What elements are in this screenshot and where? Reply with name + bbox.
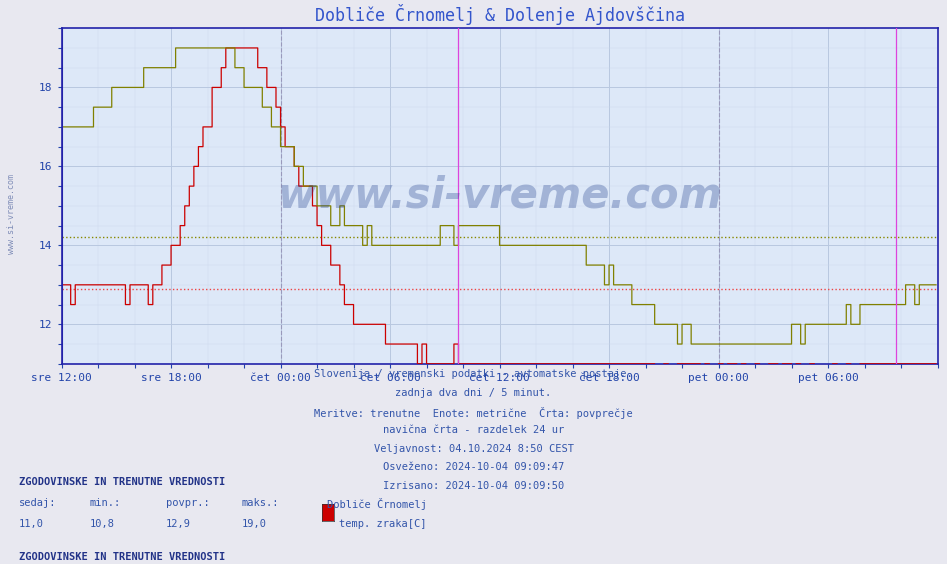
Text: 12,9: 12,9 — [166, 519, 190, 530]
Text: 11,0: 11,0 — [19, 519, 44, 530]
Text: povpr.:: povpr.: — [166, 498, 209, 508]
Text: Izrisano: 2024-10-04 09:09:50: Izrisano: 2024-10-04 09:09:50 — [383, 481, 564, 491]
Text: ZGODOVINSKE IN TRENUTNE VREDNOSTI: ZGODOVINSKE IN TRENUTNE VREDNOSTI — [19, 477, 225, 487]
Text: Veljavnost: 04.10.2024 8:50 CEST: Veljavnost: 04.10.2024 8:50 CEST — [373, 444, 574, 454]
Text: sedaj:: sedaj: — [19, 498, 57, 508]
Text: min.:: min.: — [90, 498, 121, 508]
Text: ZGODOVINSKE IN TRENUTNE VREDNOSTI: ZGODOVINSKE IN TRENUTNE VREDNOSTI — [19, 552, 225, 562]
Text: 19,0: 19,0 — [241, 519, 266, 530]
Text: www.si-vreme.com: www.si-vreme.com — [7, 174, 16, 254]
Text: Osveženo: 2024-10-04 09:09:47: Osveženo: 2024-10-04 09:09:47 — [383, 462, 564, 473]
Text: www.si-vreme.com: www.si-vreme.com — [277, 175, 722, 217]
Text: 10,8: 10,8 — [90, 519, 115, 530]
Text: maks.:: maks.: — [241, 498, 279, 508]
Text: navična črta - razdelek 24 ur: navična črta - razdelek 24 ur — [383, 425, 564, 435]
Text: Dobliče Črnomelj: Dobliče Črnomelj — [327, 498, 427, 510]
Text: Meritve: trenutne  Enote: metrične  Črta: povprečje: Meritve: trenutne Enote: metrične Črta: … — [314, 407, 633, 418]
Text: Slovenija / vremenski podatki - avtomatske postaje.: Slovenija / vremenski podatki - avtomats… — [314, 369, 633, 380]
Text: zadnja dva dni / 5 minut.: zadnja dva dni / 5 minut. — [396, 388, 551, 398]
Title: Dobliče Črnomelj & Dolenje Ajdovščina: Dobliče Črnomelj & Dolenje Ajdovščina — [314, 5, 685, 25]
Text: temp. zraka[C]: temp. zraka[C] — [339, 519, 426, 530]
